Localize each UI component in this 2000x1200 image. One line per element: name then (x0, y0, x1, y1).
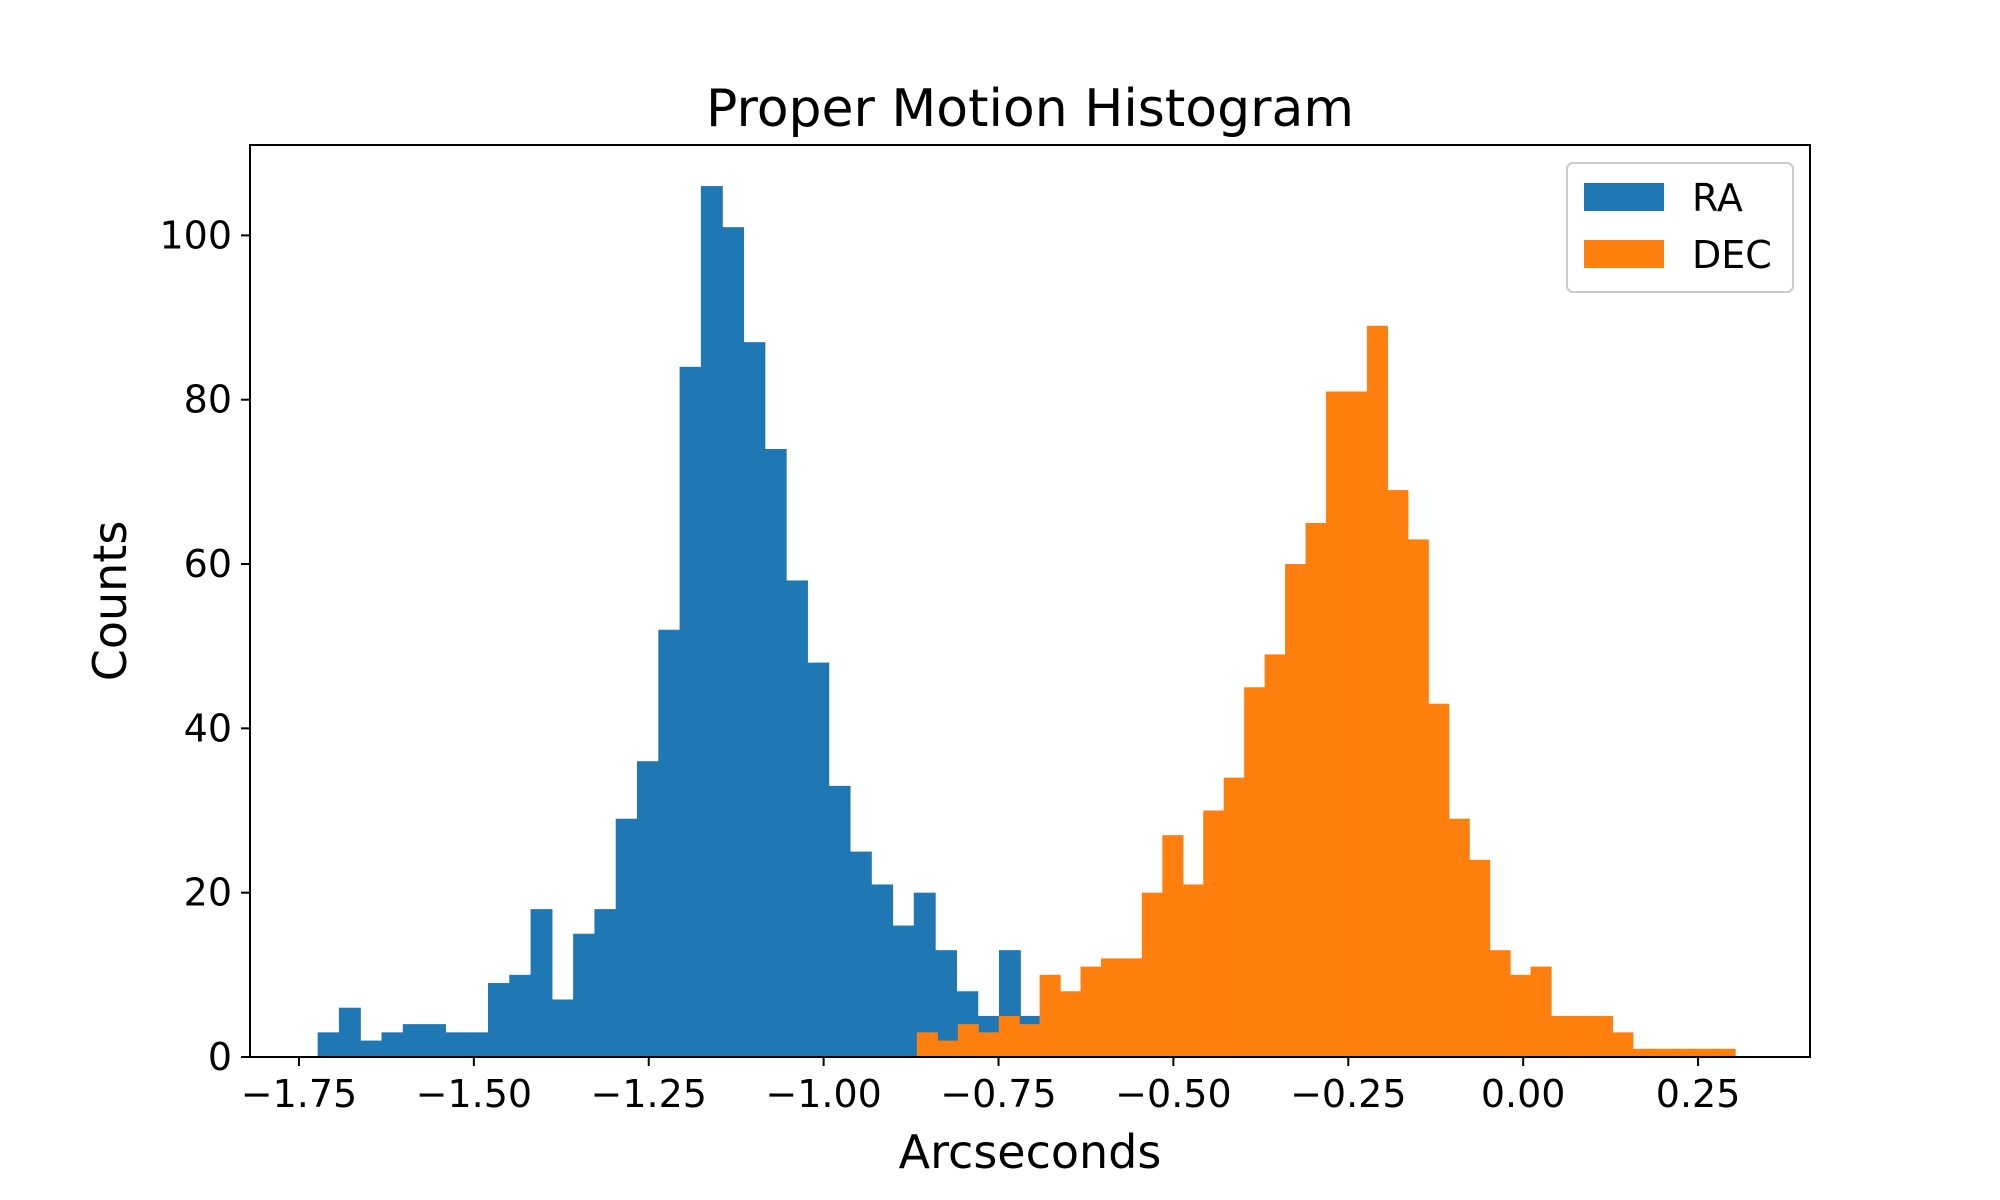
bar-ra-26 (871, 884, 894, 1057)
bar-dec-13 (1182, 884, 1204, 1057)
legend-swatch-dec (1584, 240, 1664, 268)
bar-dec-7 (1060, 991, 1082, 1057)
bar-ra-3 (381, 1032, 404, 1057)
x-tick-label-5: −0.50 (1115, 1072, 1231, 1116)
bar-ra-12 (573, 933, 596, 1057)
bar-ra-11 (551, 999, 574, 1057)
bar-ra-29 (935, 950, 957, 1057)
bar-dec-31 (1550, 1015, 1573, 1057)
y-tick-label-4: 80 (184, 378, 232, 422)
y-tick-label-5: 100 (159, 213, 232, 257)
y-axis-title: Counts (83, 521, 137, 682)
bar-dec-29 (1510, 974, 1532, 1057)
bar-ra-23 (807, 662, 830, 1057)
x-tick-label-6: −0.25 (1290, 1072, 1406, 1116)
bar-ra-14 (615, 818, 638, 1057)
y-tick-label-2: 40 (184, 706, 232, 750)
bar-ra-18 (700, 186, 723, 1057)
bar-dec-37 (1673, 1048, 1695, 1057)
bar-dec-6 (1039, 974, 1061, 1057)
bar-dec-33 (1591, 1015, 1613, 1057)
x-tick-label-0: −1.75 (241, 1072, 357, 1116)
bar-dec-10 (1121, 958, 1143, 1057)
bar-ra-28 (913, 892, 936, 1057)
bar-dec-36 (1653, 1048, 1675, 1057)
bar-dec-39 (1714, 1048, 1736, 1057)
y-tick-label-3: 60 (184, 542, 232, 586)
bar-dec-30 (1530, 966, 1552, 1057)
bar-dec-19 (1305, 522, 1327, 1057)
bar-ra-16 (658, 629, 681, 1057)
x-axis-title: Arcseconds (899, 1125, 1162, 1179)
bar-ra-22 (786, 580, 808, 1057)
bar-dec-2 (957, 1024, 979, 1057)
bar-dec-21 (1346, 391, 1368, 1057)
bar-dec-15 (1223, 777, 1245, 1057)
bar-ra-6 (445, 1032, 468, 1057)
bar-dec-12 (1162, 835, 1184, 1057)
bar-dec-22 (1366, 325, 1388, 1057)
bar-ra-4 (402, 1024, 425, 1057)
bar-dec-0 (916, 1032, 938, 1057)
bar-dec-26 (1448, 818, 1470, 1057)
bar-dec-34 (1612, 1032, 1634, 1057)
bar-dec-11 (1141, 892, 1163, 1057)
bar-ra-8 (487, 983, 510, 1057)
bar-ra-25 (849, 851, 872, 1057)
y-tick-label-1: 20 (184, 871, 232, 915)
bar-ra-19 (722, 227, 745, 1057)
bar-dec-4 (998, 1015, 1020, 1057)
legend-swatch-ra (1584, 183, 1664, 211)
bar-dec-23 (1387, 490, 1409, 1058)
bar-dec-27 (1469, 859, 1491, 1057)
x-tick-label-2: −1.25 (591, 1072, 707, 1116)
chart-title: Proper Motion Histogram (706, 79, 1354, 139)
bar-ra-10 (530, 909, 553, 1057)
x-tick-label-1: −1.50 (416, 1072, 532, 1116)
bar-ra-5 (424, 1024, 446, 1057)
y-axis-ticks: 0 20 40 60 80 100 (159, 213, 250, 1079)
bar-ra-24 (828, 785, 851, 1057)
bar-ra-13 (594, 909, 617, 1057)
bar-dec-3 (978, 1032, 1000, 1057)
bar-ra-27 (892, 925, 915, 1057)
y-tick-label-0: 0 (208, 1035, 232, 1079)
bar-dec-28 (1489, 950, 1511, 1057)
bar-ra-0 (317, 1032, 340, 1057)
plot-frame (249, 144, 1811, 1058)
bar-dec-35 (1632, 1048, 1654, 1057)
bar-ra-20 (743, 342, 766, 1057)
legend-label-dec: DEC (1692, 233, 1772, 277)
bar-dec-8 (1080, 966, 1102, 1057)
bar-dec-14 (1203, 810, 1225, 1057)
bar-ra-1 (338, 1007, 361, 1057)
bar-ra-17 (679, 366, 702, 1058)
bar-dec-25 (1428, 703, 1450, 1057)
bar-ra-7 (466, 1032, 489, 1057)
bar-dec-17 (1264, 654, 1286, 1057)
bar-ra-2 (360, 1040, 383, 1057)
x-tick-label-8: 0.25 (1656, 1072, 1741, 1116)
x-tick-label-7: 0.00 (1481, 1072, 1566, 1116)
legend: RA DEC (1566, 162, 1794, 293)
bar-ra-21 (764, 449, 787, 1057)
bar-dec-32 (1571, 1015, 1593, 1057)
legend-label-ra: RA (1692, 176, 1743, 220)
bar-dec-5 (1019, 1024, 1041, 1057)
bar-dec-16 (1244, 687, 1266, 1057)
bar-ra-9 (509, 974, 532, 1057)
bars-layer (317, 186, 1736, 1058)
bar-dec-24 (1407, 539, 1429, 1057)
bar-dec-18 (1285, 564, 1307, 1057)
bar-ra-15 (637, 761, 659, 1057)
bar-dec-20 (1325, 391, 1348, 1057)
bar-dec-38 (1694, 1048, 1716, 1057)
bar-dec-9 (1100, 958, 1123, 1057)
x-tick-label-4: −0.75 (940, 1072, 1056, 1116)
bar-dec-1 (937, 1040, 959, 1057)
x-axis-ticks: −1.75 −1.50 −1.25 −1.00 −0.75 −0.50 −0.25 0.00 0… (241, 1057, 1741, 1116)
x-tick-label-3: −1.00 (765, 1072, 881, 1116)
